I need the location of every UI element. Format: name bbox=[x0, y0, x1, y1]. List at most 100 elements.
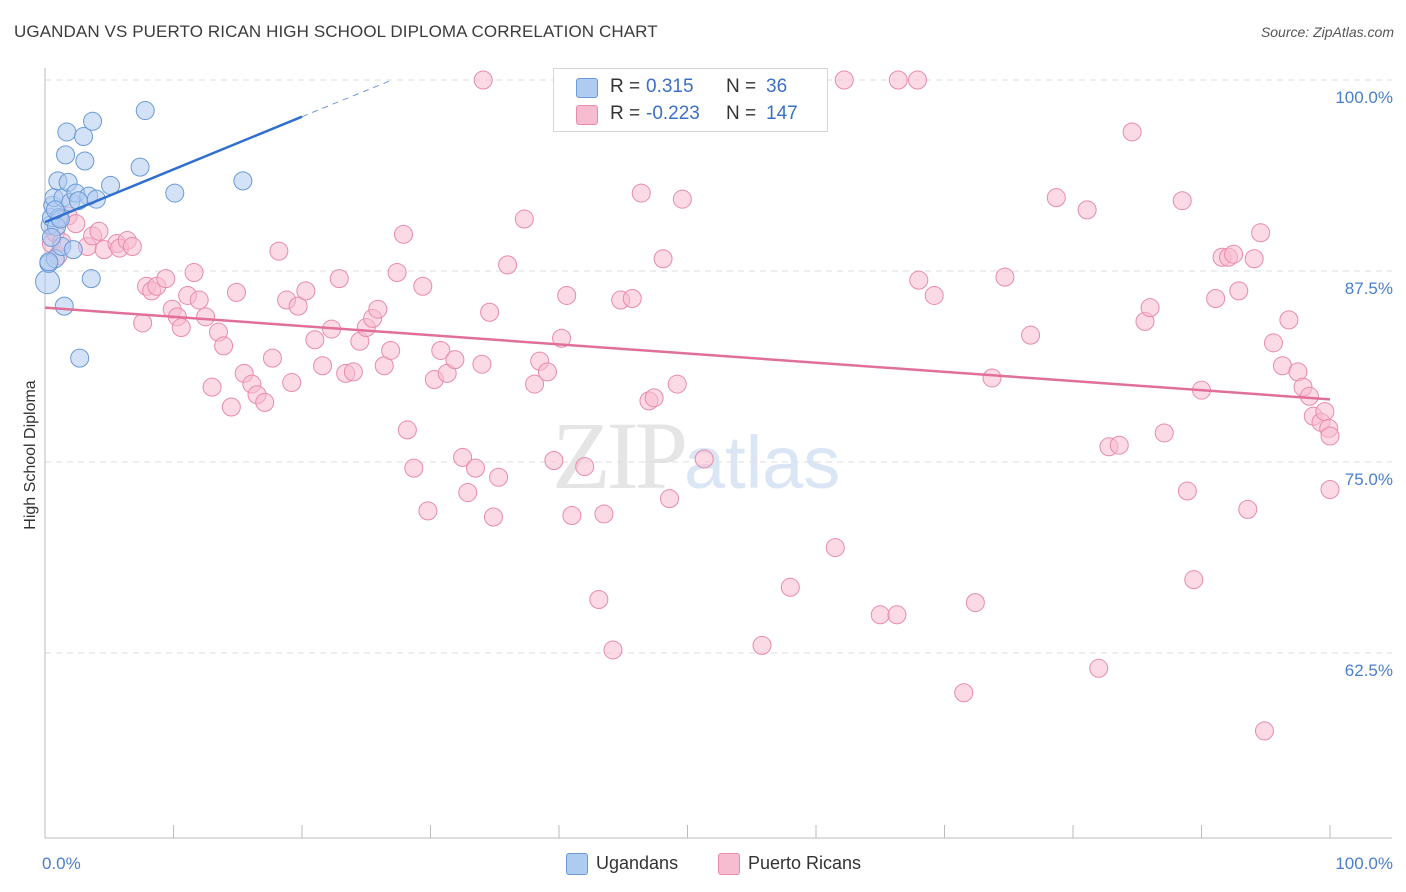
points-layer bbox=[35, 70, 1340, 741]
ugandans-point bbox=[39, 252, 59, 272]
puerto-ricans-point bbox=[825, 538, 845, 558]
puerto-ricans-point bbox=[296, 281, 316, 301]
puerto-ricans-point bbox=[1251, 223, 1271, 243]
puerto-ricans-legend-swatch bbox=[718, 853, 740, 875]
r-label: R = bbox=[610, 76, 641, 97]
puerto-ricans-point bbox=[171, 318, 191, 338]
puerto-ricans-trendline bbox=[44, 306, 1331, 401]
puerto-ricans-point bbox=[282, 373, 302, 393]
ugandans-point bbox=[35, 269, 61, 295]
puerto-ricans-point bbox=[1229, 281, 1249, 301]
stats-row-ugandans: R = 0.315 N = 36 bbox=[554, 74, 827, 100]
puerto-ricans-point bbox=[557, 285, 577, 305]
puerto-ricans-point bbox=[603, 640, 623, 660]
puerto-ricans-point bbox=[672, 189, 692, 209]
y-tick-label: 75.0% bbox=[1345, 470, 1393, 489]
puerto-ricans-point bbox=[156, 269, 176, 289]
puerto-ricans-point bbox=[480, 302, 500, 322]
puerto-ricans-point bbox=[1046, 188, 1066, 208]
ugandans-trendline-extension bbox=[301, 79, 393, 118]
puerto-ricans-point bbox=[122, 237, 142, 257]
puerto-ricans-point bbox=[1279, 310, 1299, 330]
puerto-ricans-point bbox=[189, 290, 209, 310]
puerto-ricans-point bbox=[924, 285, 944, 305]
ugandans-point bbox=[57, 122, 77, 142]
puerto-ricans-point bbox=[589, 590, 609, 610]
r-label: R = bbox=[610, 103, 641, 124]
ugandans-point bbox=[135, 101, 155, 121]
ugandans-point bbox=[130, 157, 150, 177]
puerto-ricans-point bbox=[525, 374, 545, 394]
puerto-ricans-point bbox=[780, 577, 800, 597]
n-label: N = bbox=[726, 103, 757, 124]
legend-label: Ugandans bbox=[596, 853, 679, 873]
x-tick-label-max: 100.0% bbox=[1335, 854, 1393, 873]
n-label: N = bbox=[726, 76, 757, 97]
source-credit: Source: ZipAtlas.com bbox=[1260, 24, 1394, 40]
puerto-ricans-point bbox=[594, 504, 614, 524]
ugandans-point bbox=[83, 111, 103, 131]
puerto-ricans-point bbox=[909, 270, 929, 290]
puerto-ricans-point bbox=[834, 70, 854, 90]
puerto-ricans-point bbox=[965, 593, 985, 613]
puerto-ricans-point bbox=[489, 467, 509, 487]
puerto-ricans-point bbox=[1238, 499, 1258, 519]
puerto-ricans-point bbox=[552, 328, 572, 348]
ugandans-point bbox=[54, 296, 74, 316]
ugandans-point bbox=[70, 348, 90, 368]
puerto-ricans-point bbox=[870, 605, 890, 625]
puerto-ricans-point bbox=[133, 313, 153, 333]
puerto-ricans-point bbox=[458, 483, 478, 503]
puerto-ricans-point bbox=[1320, 480, 1340, 500]
puerto-ricans-point bbox=[196, 307, 216, 327]
puerto-ricans-point bbox=[214, 336, 234, 356]
puerto-ricans-point bbox=[387, 263, 407, 283]
puerto-ricans-point bbox=[653, 249, 673, 269]
x-tick-label-min: 0.0% bbox=[42, 854, 81, 873]
puerto-ricans-point bbox=[752, 635, 772, 655]
stats-row-puerto-ricans: R = -0.223 N = 147 bbox=[554, 101, 827, 127]
puerto-ricans-point bbox=[514, 209, 534, 229]
puerto-ricans-point bbox=[202, 377, 222, 397]
puerto-ricans-point bbox=[644, 388, 664, 408]
puerto-ricans-point bbox=[413, 276, 433, 296]
puerto-ricans-point bbox=[465, 458, 485, 478]
puerto-ricans-point bbox=[995, 267, 1015, 287]
chart-title: UGANDAN VS PUERTO RICAN HIGH SCHOOL DIPL… bbox=[14, 22, 658, 41]
puerto-ricans-point bbox=[1263, 333, 1283, 353]
puerto-ricans-point bbox=[1140, 298, 1160, 318]
puerto-ricans-point bbox=[1184, 570, 1204, 590]
puerto-ricans-point bbox=[288, 296, 308, 316]
puerto-ricans-point bbox=[255, 392, 275, 412]
puerto-ricans-point bbox=[431, 340, 451, 360]
puerto-ricans-point bbox=[1089, 658, 1109, 678]
puerto-ricans-point bbox=[262, 348, 282, 368]
puerto-ricans-point bbox=[445, 350, 465, 370]
puerto-ricans-point bbox=[89, 221, 109, 241]
puerto-ricans-point bbox=[537, 362, 557, 382]
puerto-ricans-point bbox=[1315, 402, 1335, 422]
puerto-ricans-point bbox=[184, 263, 204, 283]
y-axis-title: High School Diploma bbox=[22, 380, 39, 530]
y-tick-label: 87.5% bbox=[1345, 279, 1393, 298]
puerto-ricans-point bbox=[1122, 122, 1142, 142]
puerto-ricans-point bbox=[954, 683, 974, 703]
puerto-ricans-point bbox=[1224, 244, 1244, 264]
ugandans-legend-swatch bbox=[566, 853, 588, 875]
puerto-ricans-point bbox=[305, 330, 325, 350]
puerto-ricans-point bbox=[343, 362, 363, 382]
puerto-ricans-point bbox=[226, 282, 246, 302]
puerto-ricans-point bbox=[1021, 325, 1041, 345]
puerto-ricans-point bbox=[1109, 435, 1129, 455]
puerto-ricans-point bbox=[1077, 200, 1097, 220]
puerto-ricans-point bbox=[453, 447, 473, 467]
n-value: 36 bbox=[766, 76, 788, 97]
puerto-ricans-point bbox=[1154, 423, 1174, 443]
ugandans-point bbox=[165, 183, 185, 203]
puerto-ricans-point bbox=[622, 289, 642, 309]
puerto-ricans-point bbox=[498, 255, 518, 275]
puerto-ricans-point bbox=[394, 224, 414, 244]
puerto-ricans-point bbox=[982, 368, 1002, 388]
puerto-ricans-point bbox=[631, 183, 651, 203]
